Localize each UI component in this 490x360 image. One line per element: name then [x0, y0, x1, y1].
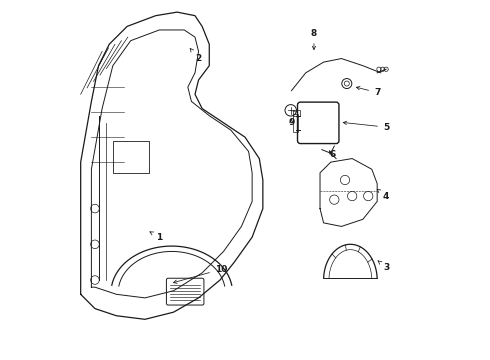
Text: 1: 1	[150, 232, 162, 242]
Text: 4: 4	[377, 189, 389, 201]
Text: 7: 7	[356, 86, 380, 97]
Text: 2: 2	[190, 49, 202, 63]
Text: 6: 6	[329, 150, 336, 159]
Text: 3: 3	[378, 261, 389, 272]
Text: 5: 5	[343, 121, 389, 132]
Text: 8: 8	[311, 29, 317, 50]
Text: 9: 9	[288, 118, 294, 127]
Text: 10: 10	[173, 265, 227, 283]
